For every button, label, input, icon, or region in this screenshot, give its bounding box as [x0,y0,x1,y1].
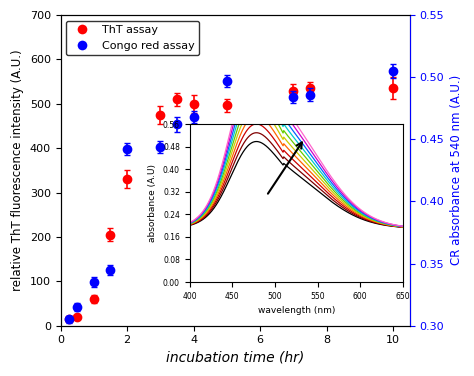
X-axis label: incubation time (hr): incubation time (hr) [166,351,304,365]
Legend: ThT assay, Congo red assay: ThT assay, Congo red assay [66,21,199,55]
Y-axis label: CR absorbance at 540 nm (A.U.): CR absorbance at 540 nm (A.U.) [450,75,463,265]
Y-axis label: relative ThT fluorescence intensity (A.U.): relative ThT fluorescence intensity (A.U… [11,50,24,291]
X-axis label: wavelength (nm): wavelength (nm) [257,306,335,315]
Y-axis label: absorbance (A.U): absorbance (A.U) [148,164,157,242]
